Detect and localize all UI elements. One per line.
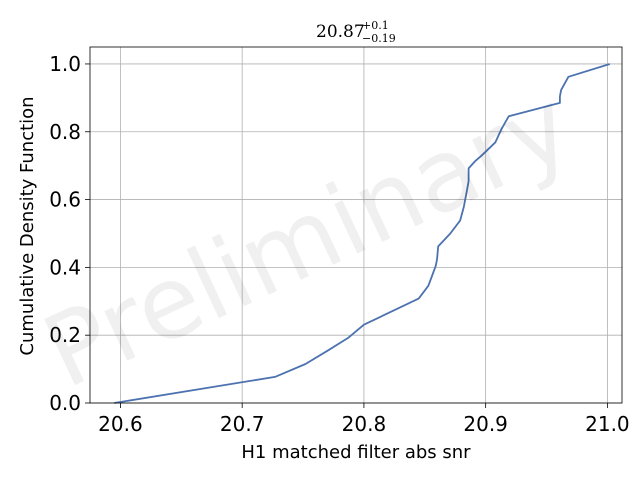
- watermark: Preliminary: [27, 66, 588, 411]
- chart-title: 20.87 +0.1 −0.19: [316, 19, 396, 45]
- y-tick-label: 0.4: [49, 255, 81, 279]
- x-axis-ticks: 20.6 20.7 20.8 20.9 21.0: [98, 403, 630, 436]
- x-tick-label: 20.9: [463, 412, 508, 436]
- chart-title-lower-error: −0.19: [362, 32, 396, 45]
- data-series: [114, 63, 611, 404]
- y-tick-label: 0.0: [49, 391, 81, 415]
- y-tick-label: 0.6: [49, 188, 81, 212]
- y-axis-label: Cumulative Density Function: [17, 96, 38, 355]
- x-tick-label: 21.0: [585, 412, 630, 436]
- chart-title-main: 20.87: [316, 22, 365, 42]
- chart-title-upper-error: +0.1: [362, 19, 389, 32]
- y-tick-label: 1.0: [49, 52, 81, 76]
- x-tick-label: 20.7: [220, 412, 265, 436]
- y-tick-label: 0.2: [49, 323, 81, 347]
- y-tick-label: 0.8: [49, 120, 81, 144]
- cdf-line: [114, 63, 611, 404]
- y-axis-ticks: 0.0 0.2 0.4 0.6 0.8 1.0: [49, 52, 90, 415]
- x-tick-label: 20.8: [342, 412, 387, 436]
- x-tick-label: 20.6: [98, 412, 143, 436]
- x-axis-label: H1 matched filter abs snr: [241, 442, 471, 463]
- plot-frame: [89, 46, 623, 404]
